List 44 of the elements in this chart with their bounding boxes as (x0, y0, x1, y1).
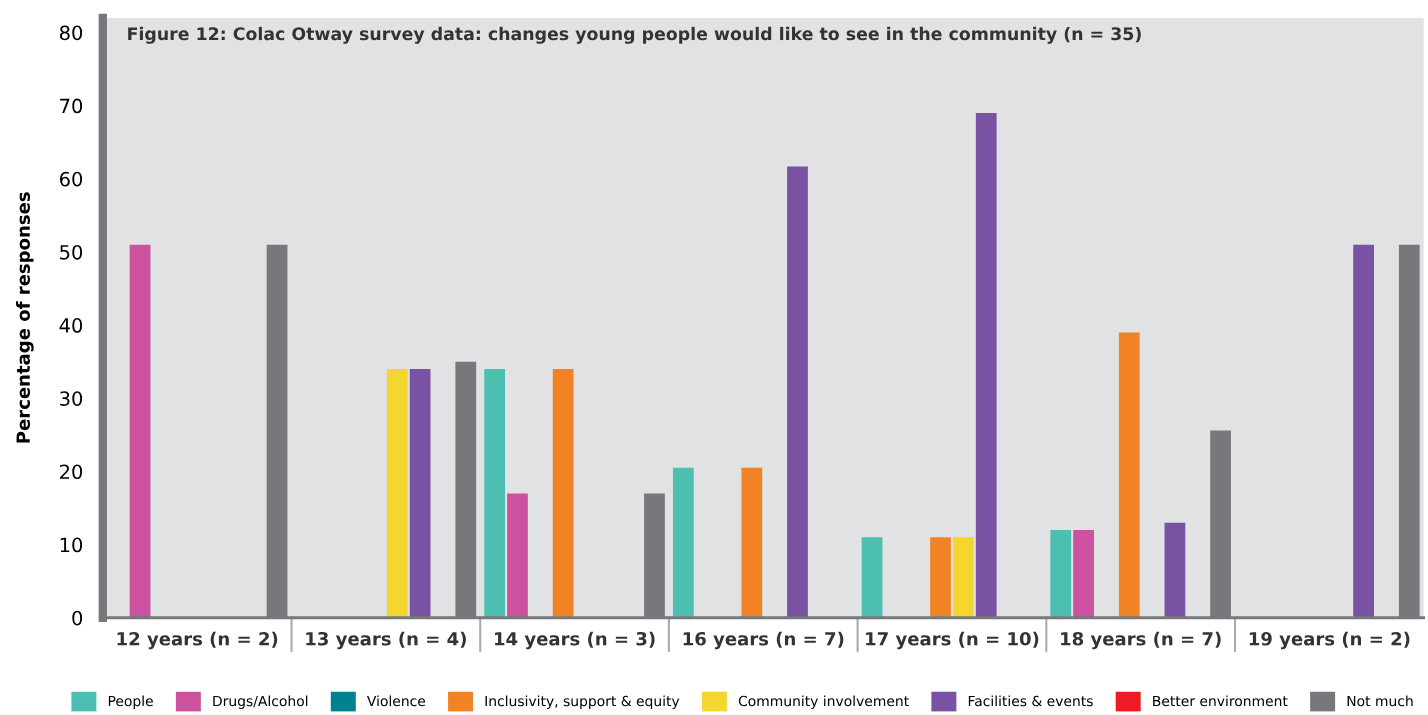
bar (975, 112, 997, 618)
text: Figure 12: Colac Otway survey data: changes young people would like to see in the community (n = 35) (128, 26, 1141, 44)
x-tick-label: 12 years (n = 2) (117, 631, 278, 650)
x-tick-label: 14 years (n = 3) (495, 631, 655, 650)
bar (484, 369, 506, 618)
bar (1073, 529, 1094, 618)
bar (1353, 244, 1374, 618)
bar (861, 537, 883, 618)
legend-label: Better environment (1153, 695, 1288, 707)
y-tick-label: 60 (59, 171, 83, 187)
y-tick-label: 20 (60, 464, 83, 480)
bar (930, 537, 951, 618)
x-tick-label: 13 years (n = 4) (306, 631, 466, 650)
bar (787, 166, 808, 618)
bar (1164, 522, 1186, 618)
y-axis-title: Percentage of responses (16, 192, 34, 443)
bar (507, 493, 528, 618)
bar (672, 467, 694, 618)
legend-label: Violence (367, 695, 426, 707)
y-tick-label: 30 (60, 391, 83, 406)
legend-label: Drugs/Alcohol (213, 695, 308, 709)
bar (1050, 529, 1072, 618)
bar (953, 537, 974, 618)
legend-label: Facilities & events (968, 695, 1093, 707)
legend-label: Community involvement (738, 695, 909, 709)
y-tick-label: 80 (59, 25, 83, 41)
bar (386, 369, 408, 618)
bar (129, 244, 151, 618)
x-tick-label: 19 years (n = 2) (1249, 631, 1410, 650)
legend-label: Not much (1347, 695, 1413, 707)
bar (552, 369, 574, 618)
legend-label: People (108, 695, 153, 709)
x-tick-label: 16 years (n = 7) (683, 631, 844, 650)
bar (741, 467, 763, 618)
y-tick-label: 70 (60, 98, 83, 114)
y-tick-label: 0 (72, 610, 83, 626)
y-tick-label: 10 (60, 537, 83, 553)
y-tick-label: 50 (60, 244, 83, 260)
bar (409, 369, 431, 618)
y-tick-label: 40 (59, 318, 83, 333)
x-tick-label: 18 years (n = 7) (1061, 631, 1221, 650)
bar (1118, 332, 1140, 618)
legend-label: Inclusivity, support & equity (485, 695, 680, 709)
x-tick-label: 17 years (n = 10) (866, 631, 1039, 650)
